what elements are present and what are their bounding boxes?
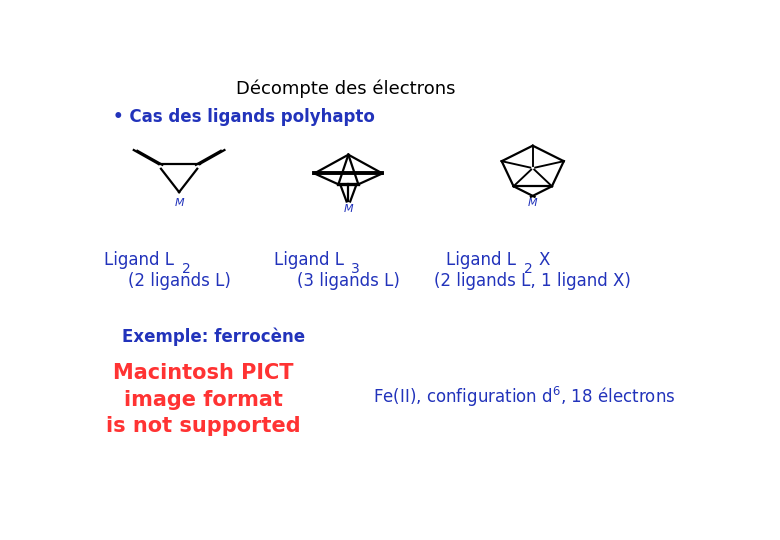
Text: Macintosh PICT
image format
is not supported: Macintosh PICT image format is not suppo… <box>106 363 300 436</box>
Text: (2 ligands L, 1 ligand X): (2 ligands L, 1 ligand X) <box>434 272 631 290</box>
Text: M: M <box>174 198 184 208</box>
Text: • Cas des ligands polyhapto: • Cas des ligands polyhapto <box>112 109 374 126</box>
Text: X: X <box>539 251 550 269</box>
Text: 2: 2 <box>523 261 533 275</box>
Text: (3 ligands L): (3 ligands L) <box>297 272 400 290</box>
Text: 3: 3 <box>351 261 360 275</box>
Text: 2: 2 <box>182 261 191 275</box>
Text: Ligand L: Ligand L <box>446 251 516 269</box>
Text: Exemple: ferrocène: Exemple: ferrocène <box>122 328 305 346</box>
Text: Ligand L: Ligand L <box>105 251 174 269</box>
Text: Ligand L: Ligand L <box>274 251 343 269</box>
Text: Décompte des électrons: Décompte des électrons <box>236 79 455 98</box>
Text: M: M <box>343 204 353 214</box>
Text: M: M <box>528 198 537 208</box>
Text: Fe(II), configuration d$^{6}$, 18 électrons: Fe(II), configuration d$^{6}$, 18 électr… <box>373 386 675 409</box>
Text: (2 ligands L): (2 ligands L) <box>128 272 231 290</box>
